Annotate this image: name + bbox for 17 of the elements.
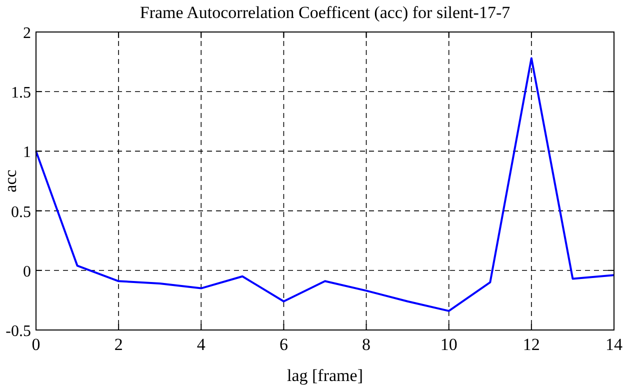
y-tick-label: 1 [23,144,31,162]
y-axis-title: acc [1,169,20,192]
y-tick-label: -0.5 [6,323,31,340]
y-tick-label: 1.5 [11,84,31,102]
x-axis-title: lag [frame] [287,366,363,385]
x-tick-label: 10 [440,335,458,354]
x-tick-label: 4 [196,335,206,354]
y-tick-label: 2 [23,25,31,42]
x-tick-label: 14 [606,335,623,354]
y-tick-label: 0 [23,263,31,280]
x-tick-label: 12 [522,335,540,354]
line-series [35,57,615,312]
x-tick-label: 8 [362,335,371,354]
x-tick-label: 6 [279,335,288,354]
chart-title: Frame Autocorrelation Coefficent (acc) for silent-17-7 [140,3,511,22]
x-tick-label: 2 [114,335,123,354]
y-tick-label: 0.5 [11,204,31,221]
